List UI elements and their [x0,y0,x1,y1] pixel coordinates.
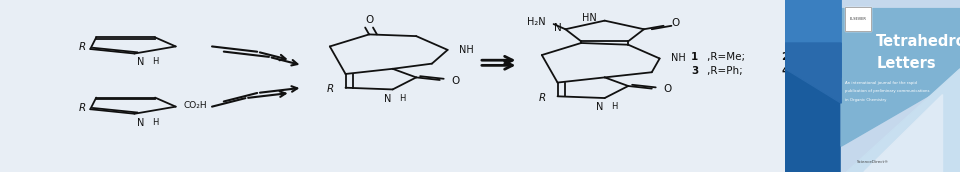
Text: ,R=Bn: ,R=Bn [797,52,830,62]
Text: R: R [326,84,334,94]
Text: HN: HN [582,13,597,23]
Text: O: O [365,15,373,25]
Polygon shape [847,69,960,172]
Text: O: O [663,84,672,94]
Polygon shape [864,95,943,172]
Text: 2: 2 [781,52,788,62]
Bar [845,7,871,31]
Text: O: O [451,76,460,86]
Text: 3: 3 [691,66,698,76]
Text: H: H [152,117,158,127]
Polygon shape [785,43,841,103]
Polygon shape [841,9,960,146]
Text: R: R [539,93,546,103]
Bar [785,0,841,172]
Text: H: H [152,57,158,66]
Text: H: H [399,94,405,103]
Text: An international journal for the rapid: An international journal for the rapid [845,80,917,85]
Text: ScienceDirect®: ScienceDirect® [856,160,889,164]
Text: N: N [137,57,144,67]
Text: ELSEVIER: ELSEVIER [850,17,866,21]
Text: ,R=Me;: ,R=Me; [707,52,752,62]
Text: N: N [384,94,391,104]
Text: ,R=ᵗBu: ,R=ᵗBu [797,66,833,76]
Text: H₂N: H₂N [527,17,546,27]
Text: 1: 1 [691,52,698,62]
Bar [841,0,960,172]
Text: NH: NH [460,45,474,55]
Text: NH: NH [671,53,686,63]
Text: Tetrahedron: Tetrahedron [876,34,960,49]
Text: publication of preliminary communications: publication of preliminary communication… [845,89,929,93]
Polygon shape [785,0,841,77]
Text: 4: 4 [781,66,789,76]
Text: N: N [596,102,603,112]
Text: N: N [554,23,562,33]
Text: ,R=Ph;: ,R=Ph; [707,66,749,76]
Text: H: H [611,102,617,111]
Text: in Organic Chemistry: in Organic Chemistry [845,98,886,102]
Text: N: N [137,117,144,127]
Text: R: R [79,42,86,52]
Text: CO₂H: CO₂H [183,101,207,110]
Text: R: R [79,103,86,113]
Text: O: O [671,18,680,28]
Bar [845,7,871,31]
Text: Letters: Letters [876,56,936,71]
